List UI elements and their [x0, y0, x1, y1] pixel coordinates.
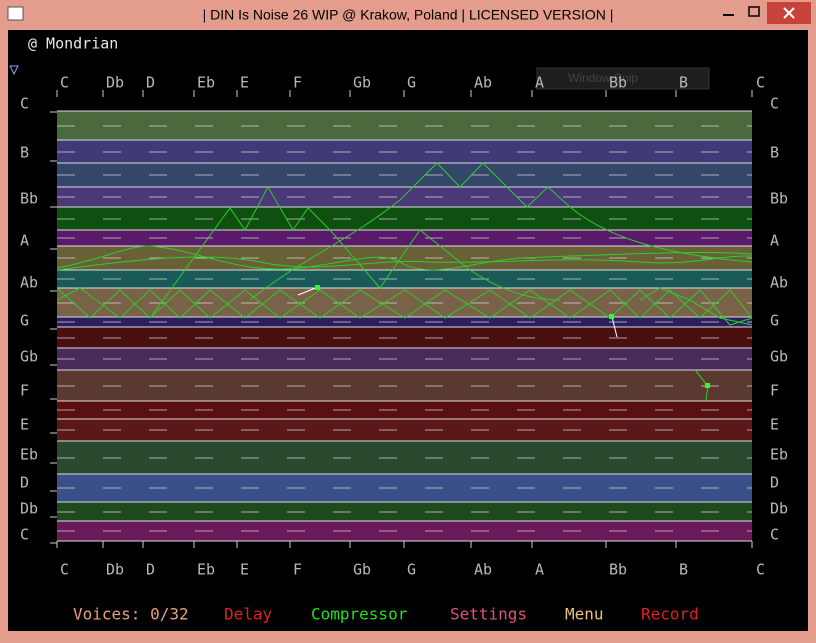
top-note: C — [60, 74, 69, 92]
menu-item[interactable]: Settings — [450, 605, 527, 624]
top-note: B — [679, 74, 688, 92]
drone[interactable] — [705, 383, 710, 388]
bottom-note: F — [293, 561, 302, 579]
band — [57, 140, 752, 163]
band — [57, 441, 752, 474]
right-note: Bb — [770, 190, 788, 208]
window-buttons[interactable] — [716, 2, 811, 24]
top-note: Ab — [474, 74, 492, 92]
left-note: F — [20, 382, 29, 400]
band — [57, 370, 752, 401]
band — [57, 163, 752, 187]
overlay-text: Window Snip — [568, 71, 638, 85]
menu-item[interactable]: Menu — [565, 605, 604, 624]
band — [57, 270, 752, 288]
left-note: A — [20, 232, 29, 250]
menu-item[interactable]: Compressor — [311, 605, 408, 624]
drone[interactable] — [315, 285, 320, 290]
bottom-note: E — [240, 561, 249, 579]
right-note: A — [770, 232, 779, 250]
top-note: Gb — [353, 74, 371, 92]
top-note: F — [293, 74, 302, 92]
right-note: F — [770, 382, 779, 400]
band — [57, 327, 752, 348]
top-note: A — [535, 74, 544, 92]
bottom-note: C — [60, 561, 69, 579]
right-note: Ab — [770, 274, 788, 292]
app-icon — [7, 6, 24, 21]
left-note: Ab — [20, 274, 38, 292]
top-note: G — [407, 74, 416, 92]
instrument-name: @ Mondrian — [28, 35, 118, 53]
bottom-note: Ab — [474, 561, 492, 579]
bands — [57, 110, 752, 542]
voices: Voices: 0/32 — [73, 605, 189, 624]
bottom-note: Db — [106, 561, 124, 579]
right-note: E — [770, 416, 779, 434]
top-note: Eb — [197, 74, 215, 92]
right-note: G — [770, 312, 779, 330]
bottom-note: B — [679, 561, 688, 579]
bottom-note: A — [535, 561, 544, 579]
left-note: Gb — [20, 348, 38, 366]
band — [57, 288, 752, 317]
overlay-box — [536, 67, 710, 90]
left-note: B — [20, 144, 29, 162]
band — [57, 401, 752, 419]
top-note: D — [146, 74, 155, 92]
left-note: D — [20, 474, 29, 492]
right-note: B — [770, 144, 779, 162]
right-note: Gb — [770, 348, 788, 366]
curves — [56, 162, 753, 401]
right-note: C — [770, 95, 779, 113]
drone[interactable] — [609, 314, 614, 319]
bottom-note: C — [756, 561, 765, 579]
bottom-note: D — [146, 561, 155, 579]
right-note: D — [770, 474, 779, 492]
right-note: Db — [770, 500, 788, 518]
top-note: C — [756, 74, 765, 92]
menu-item[interactable]: Delay — [224, 605, 273, 624]
band — [57, 317, 752, 327]
top-note: E — [240, 74, 249, 92]
band — [57, 111, 752, 140]
bottom-note: G — [407, 561, 416, 579]
bottom-note: Bb — [609, 561, 627, 579]
band — [57, 187, 752, 207]
band — [57, 521, 752, 541]
left-note: Eb — [20, 446, 38, 464]
left-note: G — [20, 312, 29, 330]
window-title: | DIN Is Noise 26 WIP @ Krakow, Poland |… — [203, 7, 614, 23]
bottom-note: Gb — [353, 561, 371, 579]
left-note: Db — [20, 500, 38, 518]
band — [57, 230, 752, 246]
band — [57, 419, 752, 441]
band — [57, 502, 752, 521]
band — [57, 348, 752, 370]
band — [57, 474, 752, 502]
menu-bar: Voices: 0/32 Delay Compressor Settings Menu R… — [73, 605, 699, 624]
left-note: C — [20, 95, 29, 113]
top-note: Bb — [609, 74, 627, 92]
left-note: Bb — [20, 190, 38, 208]
bottom-note: Eb — [197, 561, 215, 579]
right-note: C — [770, 526, 779, 544]
left-note: C — [20, 526, 29, 544]
dropdown-arrow[interactable] — [9, 65, 19, 76]
right-note: Eb — [770, 446, 788, 464]
menu-item[interactable]: Record — [641, 605, 699, 624]
top-note: Db — [106, 74, 124, 92]
left-note: E — [20, 416, 29, 434]
